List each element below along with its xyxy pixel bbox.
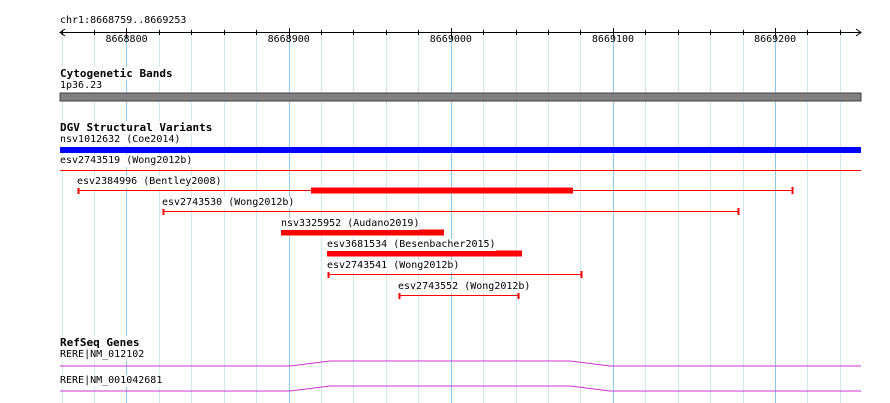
gene-model xyxy=(60,360,861,367)
ruler-tick-label: 8669200 xyxy=(754,34,797,45)
variant-label[interactable]: esv2743541 (Wong2012b) xyxy=(327,260,460,272)
variant-label[interactable]: nsv3325952 (Audano2019) xyxy=(281,218,420,230)
refseq-track xyxy=(60,360,861,392)
gene-model xyxy=(60,385,861,392)
variant-label[interactable]: esv2743552 (Wong2012b) xyxy=(398,281,531,293)
cytoband-track-title[interactable]: Cytogenetic Bands xyxy=(60,67,173,80)
dgv-track xyxy=(60,147,861,299)
variant-bar xyxy=(60,147,861,153)
variant-bar xyxy=(281,229,444,236)
ruler-tick-label: 8669000 xyxy=(429,34,472,45)
variant-bar xyxy=(327,250,522,257)
ruler-left-arrow xyxy=(59,28,66,37)
variant-bar xyxy=(311,187,573,194)
variant-label[interactable]: esv2743530 (Wong2012b) xyxy=(162,197,295,209)
cytoband-label: 1p36.23 xyxy=(60,80,103,92)
grid-lines xyxy=(62,28,841,403)
gene-label[interactable]: RERE|NM_001042681 xyxy=(60,375,163,387)
cytoband-track xyxy=(59,92,862,102)
cytoband-bar xyxy=(59,92,862,102)
region-label: chr1:8668759..8669253 xyxy=(60,15,187,27)
ruler-right-arrow xyxy=(855,28,862,37)
variant-label[interactable]: esv2743519 (Wong2012b) xyxy=(60,155,193,167)
variant-label[interactable]: esv3681534 (Besenbacher2015) xyxy=(327,239,496,251)
ruler-tick-label: 8668900 xyxy=(267,34,310,45)
ruler-tick-label: 8669100 xyxy=(591,34,635,45)
ruler xyxy=(59,28,862,38)
variant-label[interactable]: esv2384996 (Bentley2008) xyxy=(77,176,222,188)
dgv-track-title[interactable]: DGV Structural Variants xyxy=(60,121,213,134)
variant-label[interactable]: nsv1012632 (Coe2014) xyxy=(60,134,181,146)
ruler-tick-label: 8668800 xyxy=(105,34,148,45)
refseq-track-title[interactable]: RefSeq Genes xyxy=(60,336,140,349)
gene-label[interactable]: RERE|NM_012102 xyxy=(60,349,145,361)
